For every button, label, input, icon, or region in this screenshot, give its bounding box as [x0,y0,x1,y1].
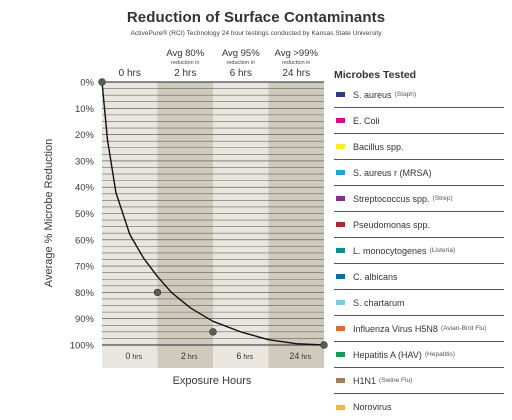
legend-item: S. chartarum [334,290,504,316]
header-time: 0 hrs [119,68,141,79]
data-marker [98,78,106,86]
header-average: Avg 80% [166,48,204,59]
legend-label: E. Coli [353,115,380,126]
header-small-label: reduction in [282,60,310,66]
x-axis-ticks: 0 hrs 2 hrs 6 hrs 24 hrs [125,351,311,361]
legend-label: Influenza Virus H5N8 [353,323,438,334]
legend-label: C. albicans [353,271,398,282]
legend-items: S. aureus (Staph) E. Coli Bacillus spp. S. a… [334,82,512,420]
column-band [102,82,158,368]
legend: Microbes Tested S. aureus (Staph) E. Coli B… [334,69,512,420]
legend-swatch [336,92,345,97]
legend-swatch [336,378,345,383]
legend-swatch [336,300,345,305]
column-band [157,82,213,368]
y-tick-label: 30% [75,156,95,167]
reduction-curve [101,81,325,346]
y-tick-label: 80% [75,288,95,299]
column-band [268,82,324,368]
x-tick-label: 6 hrs [236,351,253,361]
grid-lines [102,81,324,346]
legend-label: S. chartarum [353,297,405,308]
legend-item: Hepatitis A (HAV) (Hepatitis) [334,342,504,368]
legend-swatch [336,222,345,227]
legend-label: S. aureus r (MRSA) [353,167,432,178]
legend-item: H1N1 (Swine Flu) [334,368,504,394]
legend-item: E. Coli [334,108,504,134]
y-tick-label: 70% [75,262,95,273]
x-tick-label: 24 hrs [289,351,311,361]
legend-label: Bacillus spp. [353,141,404,152]
data-marker [153,288,162,297]
legend-swatch [336,144,345,149]
legend-sublabel: (Listeria) [429,247,456,254]
column-band [213,82,269,368]
x-tick-label: 2 hrs [181,351,198,361]
chart-subtitle: ActivePure® (RCI) Technology 24 hour tes… [130,30,382,37]
legend-swatch [336,170,345,175]
x-axis-label: Exposure Hours [173,375,252,387]
header-average: Avg 95% [222,48,260,59]
legend-label: Hepatitis A (HAV) [353,349,422,360]
y-axis-ticks: 0% 10% 20% 30% 40% 50% 60% 70% 80% 90% 100% [70,78,95,352]
legend-item: Pseudomonas spp. [334,212,504,238]
legend-sublabel: (Swine Flu) [379,377,413,384]
legend-sublabel: (Staph) [394,91,417,98]
header-small-label: reduction in [227,60,255,66]
y-axis-label: Average % Microbe Reduction [43,139,55,287]
legend-label: Norovirus [353,402,392,412]
legend-item: Streptococcus spp. (Strep) [334,186,504,212]
legend-sublabel: (Strep) [432,195,453,202]
legend-swatch [336,274,345,279]
legend-swatch [336,196,345,201]
header-average: Avg >99% [275,48,319,59]
legend-swatch [336,352,345,357]
y-tick-label: 50% [75,209,95,220]
legend-item: Bacillus spp. [334,134,504,160]
y-tick-label: 60% [75,235,95,246]
x-tick-label: 0 hrs [125,351,142,361]
y-tick-label: 10% [75,104,95,115]
y-tick-label: 90% [75,314,95,325]
chart-title: Reduction of Surface Contaminants [126,9,386,26]
legend-label: Streptococcus spp. [353,193,430,204]
y-tick-label: 100% [70,341,95,352]
legend-swatch [336,248,345,253]
legend-swatch [336,118,345,123]
legend-label: H1N1 [353,375,377,386]
data-marker [209,328,217,336]
legend-item: Norovirus [334,394,504,420]
legend-sublabel: (Hepatitis) [424,351,455,358]
y-tick-label: 20% [75,130,95,141]
data-marker [320,341,328,349]
legend-item: L. monocytogenes (Listeria) [334,238,504,264]
data-markers [98,78,328,349]
legend-label: S. aureus [353,89,392,100]
legend-item: C. albicans [334,264,504,290]
header-time: 2 hrs [174,68,196,79]
y-tick-label: 0% [80,78,94,89]
header-time: 24 hrs [282,68,310,79]
legend-item: S. aureus (Staph) [334,82,504,108]
legend-item: Influenza Virus H5N8 (Avian-Bird Flu) [334,316,504,342]
legend-swatch [336,404,345,410]
header-time: 6 hrs [230,68,252,79]
legend-item: S. aureus r (MRSA) [334,160,504,186]
column-bands [102,82,324,368]
legend-title: Microbes Tested [334,69,417,81]
legend-label: L. monocytogenes [353,245,427,256]
legend-swatch [336,326,345,331]
header-small-label: reduction in [171,60,199,66]
legend-sublabel: (Avian-Bird Flu) [440,325,487,332]
y-tick-label: 40% [75,183,95,194]
legend-label: Pseudomonas spp. [353,219,431,230]
